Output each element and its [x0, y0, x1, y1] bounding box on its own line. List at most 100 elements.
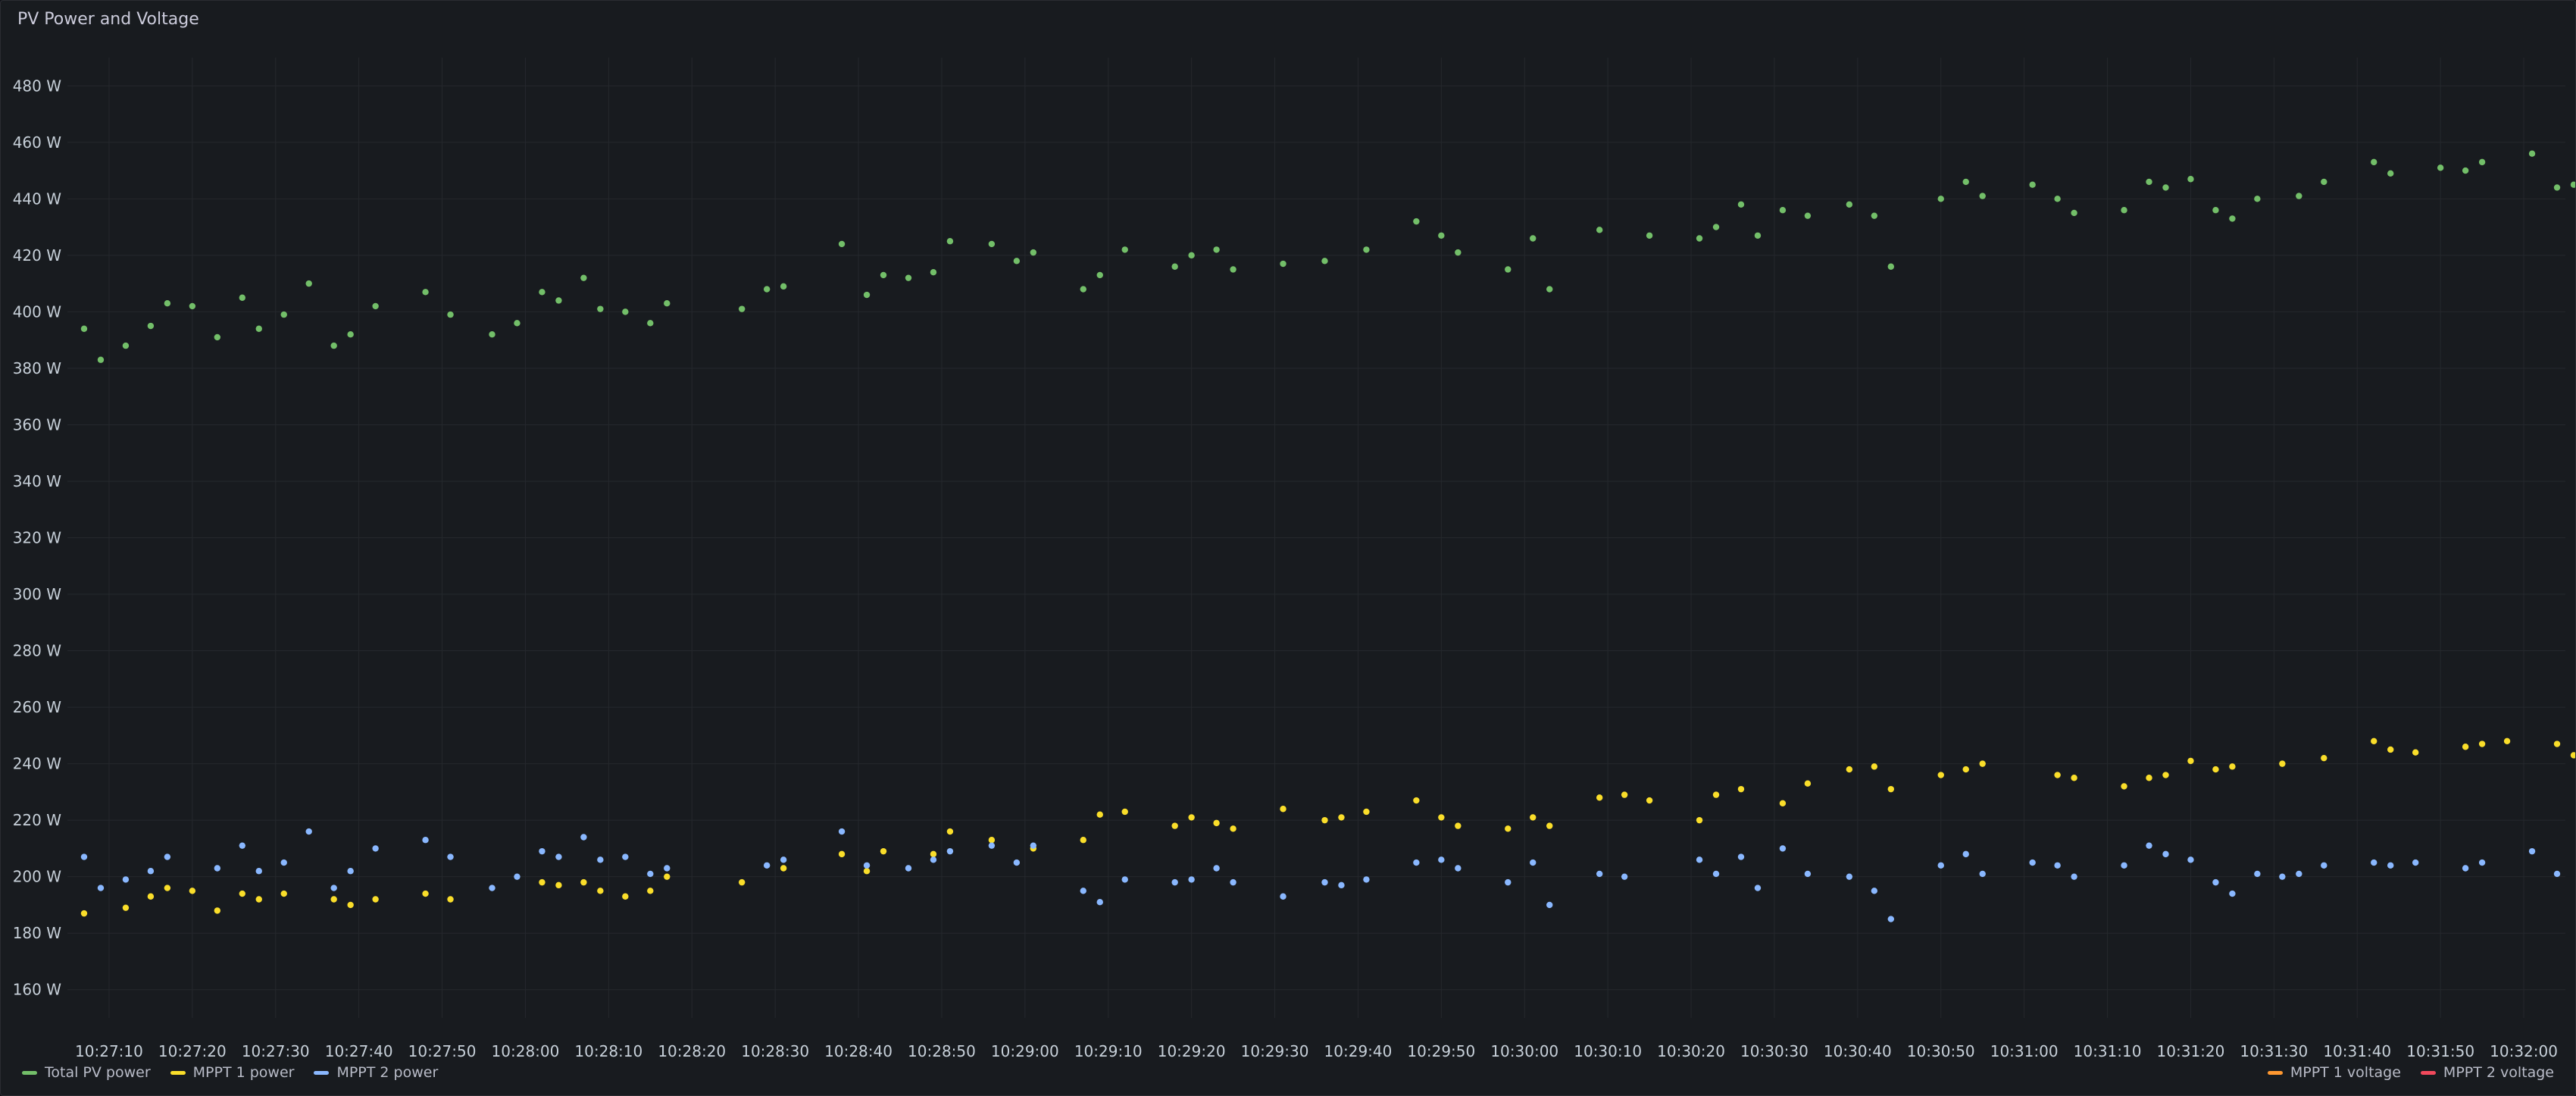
data-point	[1887, 785, 1895, 793]
data-point	[1871, 888, 1878, 894]
legend-item[interactable]: MPPT 1 power	[170, 1064, 294, 1081]
data-point	[1413, 218, 1420, 225]
data-point	[97, 356, 105, 363]
y-tick-label: 240 W	[13, 755, 62, 773]
data-point	[255, 868, 262, 875]
data-point	[1696, 816, 1703, 824]
data-point	[1455, 865, 1462, 872]
data-point	[2162, 850, 2169, 858]
series-1	[80, 737, 2575, 917]
data-point	[239, 294, 245, 301]
data-point	[2187, 856, 2194, 863]
data-point	[1979, 760, 1986, 767]
data-point	[1080, 286, 1086, 293]
x-tick-label: 10:27:10	[75, 1042, 143, 1060]
data-point	[2146, 842, 2152, 849]
x-tick-label: 10:31:20	[2157, 1042, 2225, 1060]
data-point	[80, 910, 88, 917]
data-point	[305, 828, 312, 835]
data-point	[2162, 772, 2169, 778]
panel-title: PV Power and Voltage	[17, 10, 199, 29]
data-point	[2387, 862, 2394, 869]
data-point	[622, 308, 629, 315]
data-point	[2162, 184, 2169, 191]
legend-item[interactable]: MPPT 1 voltage	[2267, 1064, 2401, 1081]
data-point	[2121, 862, 2127, 869]
data-point	[738, 305, 746, 312]
data-point	[988, 837, 996, 844]
data-point	[1230, 825, 1236, 832]
data-point	[905, 274, 912, 281]
data-point	[1455, 822, 1462, 829]
data-point	[1737, 201, 1745, 208]
x-tick-label: 10:30:40	[1824, 1042, 1892, 1060]
data-point	[1871, 763, 1878, 770]
data-point	[80, 853, 88, 860]
legend-label: MPPT 2 power	[336, 1064, 439, 1081]
data-point	[2187, 176, 2194, 183]
data-point	[539, 289, 546, 296]
data-point	[2279, 760, 2286, 767]
data-point	[946, 238, 954, 245]
data-point	[2254, 870, 2261, 878]
data-point	[1213, 246, 1220, 253]
series-0	[80, 150, 2575, 363]
data-point	[1438, 814, 1445, 821]
y-tick-label: 420 W	[13, 246, 62, 265]
data-point	[1030, 842, 1037, 849]
data-point	[2462, 744, 2469, 750]
data-point	[214, 907, 221, 914]
data-point	[1438, 856, 1445, 863]
legend-item[interactable]: MPPT 2 voltage	[2420, 1064, 2554, 1081]
data-point	[2553, 184, 2561, 191]
x-tick-label: 10:31:40	[2323, 1042, 2391, 1060]
data-point	[447, 896, 454, 903]
data-point	[1121, 246, 1128, 253]
data-point	[555, 881, 562, 889]
x-tick-label: 10:27:30	[242, 1042, 310, 1060]
data-point	[2412, 749, 2419, 756]
legend-item[interactable]: Total PV power	[22, 1064, 151, 1081]
data-point	[863, 868, 871, 875]
data-point	[2121, 783, 2127, 790]
data-point	[647, 870, 654, 878]
data-point	[1696, 856, 1703, 863]
data-point	[280, 311, 287, 318]
x-tick-label: 10:31:30	[2240, 1042, 2308, 1060]
data-point	[664, 873, 671, 880]
data-point	[1096, 811, 1103, 818]
data-point	[189, 302, 196, 310]
x-tick-label: 10:28:00	[492, 1042, 560, 1060]
x-tick-label: 10:28:10	[574, 1042, 642, 1060]
data-point	[988, 842, 996, 849]
x-tick-label: 10:30:20	[1657, 1042, 1725, 1060]
data-point	[597, 305, 604, 312]
data-point	[622, 893, 629, 900]
data-point	[1596, 870, 1603, 878]
data-point	[1338, 814, 1345, 821]
data-point	[489, 330, 496, 338]
y-tick-label: 220 W	[13, 811, 62, 829]
data-point	[555, 297, 562, 304]
data-point	[1937, 772, 1944, 778]
data-point	[1188, 252, 1195, 259]
data-point	[539, 847, 546, 855]
data-point	[2029, 859, 2036, 866]
data-point	[1030, 249, 1037, 256]
data-point	[1779, 845, 1787, 852]
data-point	[580, 274, 587, 281]
data-point	[2071, 775, 2077, 781]
y-tick-label: 200 W	[13, 868, 62, 886]
y-tick-label: 320 W	[13, 529, 62, 547]
data-point	[780, 865, 787, 872]
data-point	[1937, 196, 1944, 202]
data-point	[763, 286, 771, 293]
legend-item[interactable]: MPPT 2 power	[314, 1064, 438, 1081]
y-tick-label: 260 W	[13, 698, 62, 716]
data-point	[1230, 878, 1236, 886]
data-point	[1321, 258, 1328, 265]
data-point	[1413, 797, 1420, 804]
data-point	[164, 885, 171, 891]
x-tick-label: 10:29:10	[1074, 1042, 1143, 1060]
data-point	[1696, 235, 1703, 242]
